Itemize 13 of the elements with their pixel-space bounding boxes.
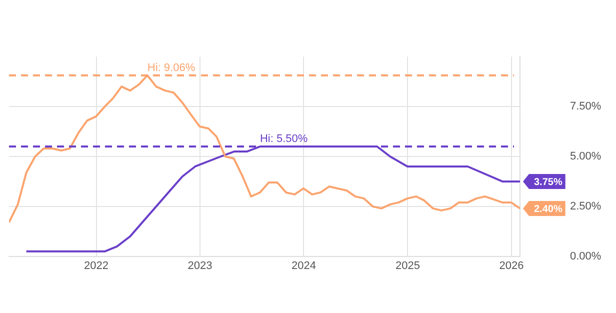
y-tick-label: 5.00%: [570, 150, 602, 163]
annotation: 3.75%: [534, 177, 562, 188]
y-tick-label: 2.50%: [570, 200, 602, 212]
x-tick-label: 2022: [84, 260, 108, 272]
x-tick-label: 2025: [395, 260, 420, 272]
annotation: 2.40%: [534, 204, 562, 216]
x-tick-label: 2023: [188, 260, 212, 272]
ref-line-label: Hi: 5.50%: [260, 133, 308, 146]
x-tick-label: 2024: [291, 260, 316, 272]
x-tick-label: 2026: [499, 260, 524, 272]
y-tick-label: 7.50%: [570, 100, 602, 113]
ref-line-label: Hi: 9.06%: [147, 62, 196, 74]
y-tick-label: 0.00%: [570, 250, 602, 262]
